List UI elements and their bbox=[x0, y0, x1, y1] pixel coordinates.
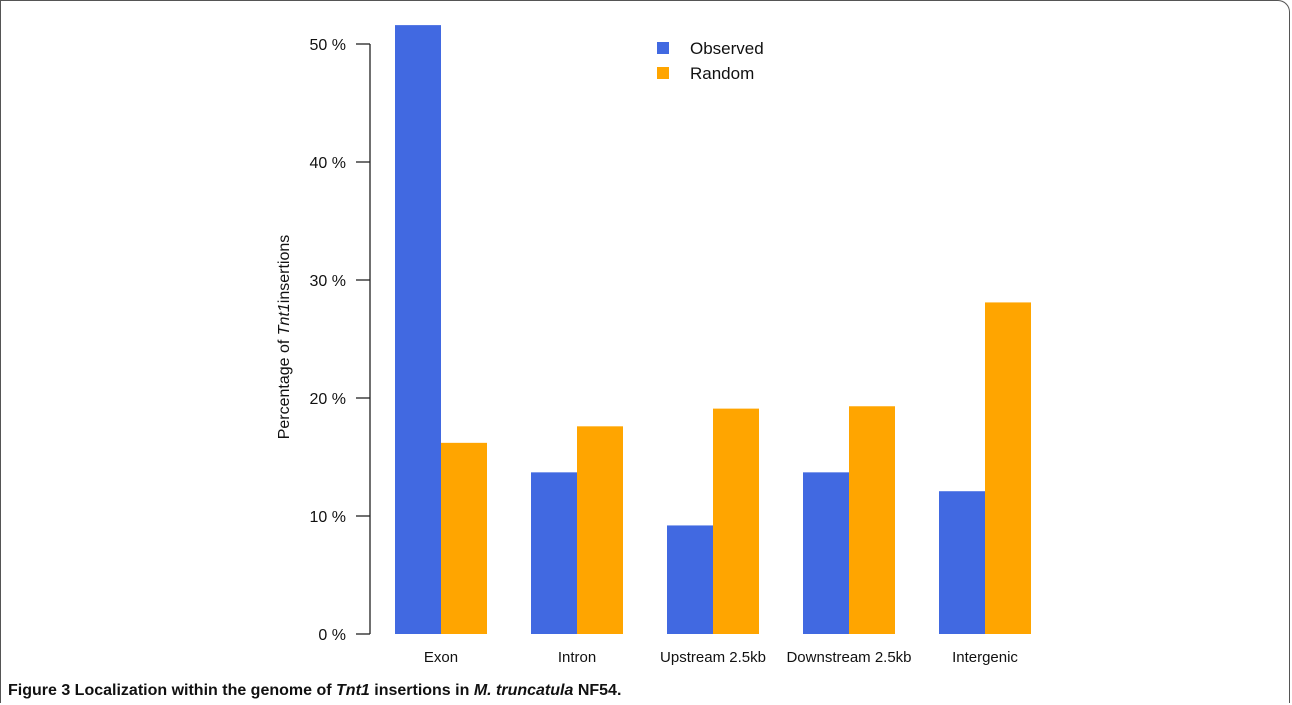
bar-observed-exon bbox=[395, 25, 441, 635]
y-axis-label-suffix: insertions bbox=[276, 235, 293, 303]
y-axis-label: Percentage of Tnt1insertions bbox=[276, 235, 293, 440]
bar-chart: 0 % 10 % 20 % 30 % 40 % 50 % Exon Intron Upstre… bbox=[276, 25, 1031, 666]
x-tick-label: Exon bbox=[424, 649, 458, 666]
bars bbox=[395, 25, 1031, 635]
legend-swatch-observed bbox=[657, 42, 669, 54]
x-tick-label: Downstream 2.5kb bbox=[786, 649, 911, 666]
y-tick-label: 20 % bbox=[310, 391, 346, 408]
x-tick-label: Intergenic bbox=[952, 649, 1018, 666]
y-axis-label-italic: Tnt1 bbox=[276, 303, 293, 335]
y-tick-label: 40 % bbox=[310, 155, 346, 172]
x-tick-label: Intron bbox=[558, 649, 596, 666]
bar-random-exon bbox=[441, 442, 487, 634]
legend: Observed Random bbox=[657, 39, 764, 83]
caption-text-2: Tnt1 bbox=[336, 682, 370, 699]
bar-random-intergenic bbox=[985, 302, 1031, 634]
figure-caption: Figure 3 Localization within the genome … bbox=[8, 682, 621, 700]
bar-random-downstream-2-5kb bbox=[849, 406, 895, 634]
legend-label-random: Random bbox=[690, 64, 754, 83]
y-axis: 0 % 10 % 20 % 30 % 40 % 50 % bbox=[310, 37, 371, 644]
y-tick-label: 30 % bbox=[310, 273, 346, 290]
bar-random-intron bbox=[577, 426, 623, 634]
bar-observed-downstream-2-5kb bbox=[803, 472, 849, 634]
caption-text-3: insertions in bbox=[369, 682, 474, 699]
legend-label-observed: Observed bbox=[690, 39, 764, 58]
y-tick-label: 50 % bbox=[310, 37, 346, 54]
y-axis-label-prefix: Percentage of bbox=[276, 335, 293, 439]
legend-swatch-random bbox=[657, 67, 669, 79]
y-tick-label: 0 % bbox=[318, 627, 346, 644]
bar-observed-intergenic bbox=[939, 491, 985, 634]
caption-text-5: NF54. bbox=[573, 682, 622, 699]
bar-random-upstream-2-5kb bbox=[713, 408, 759, 634]
caption-text-1: Figure 3 Localization within the genome … bbox=[8, 682, 337, 699]
y-tick-label: 10 % bbox=[310, 509, 346, 526]
caption-text-4: M. truncatula bbox=[473, 682, 574, 699]
x-tick-label: Upstream 2.5kb bbox=[660, 649, 766, 666]
bar-observed-intron bbox=[531, 472, 577, 634]
x-tick-labels: Exon Intron Upstream 2.5kb Downstream 2.5kb… bbox=[424, 649, 1019, 666]
bar-observed-upstream-2-5kb bbox=[667, 525, 713, 634]
